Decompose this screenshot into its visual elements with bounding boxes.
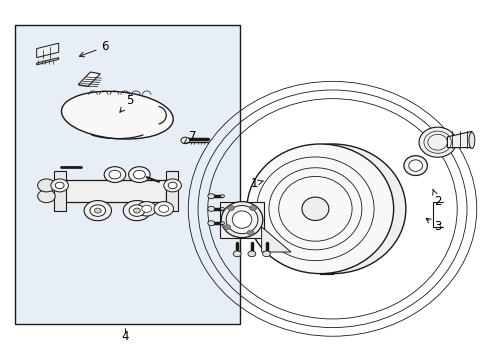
- Ellipse shape: [403, 156, 427, 176]
- Polygon shape: [447, 131, 471, 148]
- Circle shape: [249, 206, 256, 211]
- Ellipse shape: [246, 144, 393, 274]
- Text: 7: 7: [183, 130, 197, 144]
- Text: 5: 5: [120, 94, 133, 112]
- Circle shape: [246, 230, 254, 235]
- Circle shape: [55, 182, 64, 189]
- Ellipse shape: [408, 160, 422, 171]
- Ellipse shape: [468, 132, 474, 149]
- Polygon shape: [37, 43, 59, 58]
- Circle shape: [220, 207, 224, 210]
- Ellipse shape: [418, 127, 455, 157]
- Circle shape: [84, 201, 111, 221]
- Circle shape: [133, 170, 145, 179]
- Ellipse shape: [221, 202, 263, 238]
- Circle shape: [247, 251, 255, 257]
- Circle shape: [220, 222, 224, 225]
- Circle shape: [227, 206, 234, 211]
- Polygon shape: [166, 171, 178, 211]
- Circle shape: [133, 208, 140, 213]
- Circle shape: [207, 206, 214, 211]
- Circle shape: [104, 167, 125, 183]
- Bar: [15, 25, 239, 324]
- Circle shape: [38, 179, 55, 192]
- Text: 4: 4: [121, 330, 128, 343]
- Polygon shape: [54, 171, 66, 211]
- Circle shape: [123, 201, 150, 221]
- Circle shape: [159, 205, 168, 212]
- Circle shape: [142, 205, 151, 212]
- Ellipse shape: [259, 144, 405, 274]
- Circle shape: [163, 179, 181, 192]
- Circle shape: [224, 225, 230, 230]
- Polygon shape: [220, 202, 264, 238]
- Circle shape: [233, 251, 241, 257]
- Ellipse shape: [232, 211, 251, 228]
- Polygon shape: [78, 72, 100, 86]
- Text: 6: 6: [79, 40, 109, 57]
- Circle shape: [207, 221, 214, 226]
- Circle shape: [51, 179, 68, 192]
- Circle shape: [94, 208, 101, 213]
- Polygon shape: [54, 180, 166, 202]
- Circle shape: [90, 205, 105, 216]
- Circle shape: [38, 190, 55, 203]
- Text: 1: 1: [250, 177, 263, 190]
- Circle shape: [220, 195, 224, 198]
- Circle shape: [168, 182, 177, 189]
- Circle shape: [128, 167, 150, 183]
- Ellipse shape: [302, 197, 328, 220]
- Text: 2: 2: [432, 190, 441, 208]
- Circle shape: [109, 170, 121, 179]
- Polygon shape: [261, 227, 290, 252]
- Circle shape: [262, 251, 270, 257]
- Circle shape: [181, 137, 189, 144]
- Ellipse shape: [61, 91, 173, 139]
- Circle shape: [207, 194, 214, 199]
- Circle shape: [154, 202, 173, 216]
- Polygon shape: [37, 58, 59, 65]
- Circle shape: [129, 205, 144, 216]
- Circle shape: [137, 202, 156, 216]
- Ellipse shape: [225, 206, 258, 234]
- Text: 3: 3: [425, 218, 441, 233]
